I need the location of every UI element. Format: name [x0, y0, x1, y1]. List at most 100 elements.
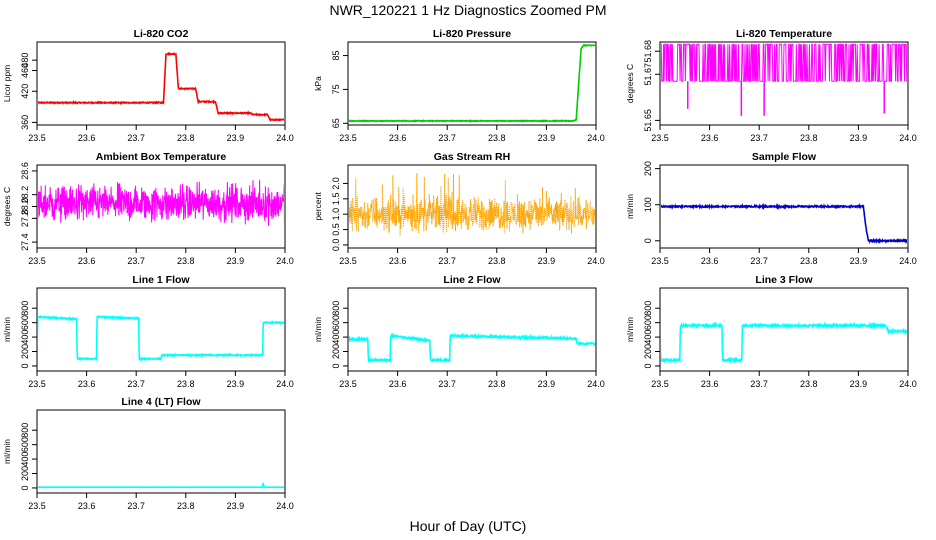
- x-tick-label: 23.7: [127, 501, 145, 511]
- x-tick-label: 23.9: [538, 133, 556, 143]
- panel-title: Li-820 Temperature: [736, 28, 832, 40]
- x-tick-label: 23.7: [127, 379, 145, 389]
- y-tick-label: 460: [20, 63, 30, 78]
- x-tick-label: 24.0: [899, 379, 917, 389]
- y-axis-label: ml/min: [625, 194, 635, 219]
- plot-frame: [659, 287, 909, 372]
- y-tick-label: 800: [331, 301, 341, 316]
- series-line: [349, 172, 595, 237]
- panel-9: Line 3 Flow ml/min 23.5 23.6 23.7 23.8 23.9 24.…: [625, 274, 917, 389]
- panel-title: Line 2 Flow: [443, 274, 501, 286]
- y-axis-label: Licor ppm: [2, 65, 12, 102]
- plot-frame: [347, 164, 597, 249]
- x-tick-label: 24.0: [276, 501, 294, 511]
- panel-1: Li-820 CO2 Licor ppm 23.5 23.6 23.7 23.8 23.9 2…: [2, 28, 294, 143]
- data-layer: [349, 172, 595, 237]
- x-tick-label: 23.5: [651, 256, 669, 266]
- x-tick-label: 23.6: [701, 256, 719, 266]
- x-tick-label: 23.9: [850, 379, 868, 389]
- data-layer: [661, 43, 907, 116]
- y-tick-label: 0: [643, 238, 653, 243]
- x-tick-label: 23.6: [78, 133, 96, 143]
- x-tick-label: 23.9: [227, 256, 245, 266]
- y-tick-label: 51.65: [643, 109, 653, 132]
- y-tick-label: 600: [20, 315, 30, 330]
- x-tick-label: 23.6: [78, 501, 96, 511]
- data-layer: [38, 482, 284, 489]
- y-tick-label: 600: [643, 315, 653, 330]
- x-tick-label: 23.7: [127, 256, 145, 266]
- x-tick-label: 23.6: [389, 379, 407, 389]
- series-line: [38, 314, 284, 362]
- panel-title: Line 3 Flow: [755, 274, 813, 286]
- panel-title: Line 4 (LT) Flow: [121, 396, 201, 408]
- panel-title: Gas Stream RH: [434, 151, 510, 163]
- y-axis-label: ml/min: [2, 439, 12, 464]
- y-tick-label: 200: [20, 344, 30, 359]
- x-tick-label: 24.0: [899, 256, 917, 266]
- x-tick-label: 23.7: [127, 133, 145, 143]
- x-tick-label: 23.7: [750, 256, 768, 266]
- plot-frame: [36, 409, 286, 494]
- x-tick-label: 23.5: [28, 256, 46, 266]
- x-tick-label: 23.7: [750, 379, 768, 389]
- x-tick-label: 23.8: [177, 379, 195, 389]
- x-tick-label: 23.8: [800, 256, 818, 266]
- y-tick-label: 800: [20, 423, 30, 438]
- y-tick-label: 100: [643, 197, 653, 212]
- x-tick-label: 23.9: [227, 501, 245, 511]
- y-tick-label: 0.5: [331, 223, 341, 236]
- x-tick-label: 24.0: [276, 256, 294, 266]
- x-tick-label: 24.0: [276, 379, 294, 389]
- x-tick-label: 24.0: [276, 133, 294, 143]
- plot-frame: [659, 41, 909, 126]
- x-tick-label: 23.6: [389, 256, 407, 266]
- panel-4: Ambient Box Temperature degrees C 23.5 23.6…: [2, 151, 294, 266]
- y-tick-label: 0: [20, 485, 30, 490]
- x-tick-label: 23.5: [651, 379, 669, 389]
- x-tick-label: 23.9: [227, 379, 245, 389]
- y-tick-label: 28.0: [20, 198, 30, 216]
- panel-5: Gas Stream RH percent 23.5 23.6 23.7 23.8 23.9…: [313, 151, 605, 266]
- panel-6: Sample Flow ml/min 23.5 23.6 23.7 23.8 23.9 24.…: [625, 151, 917, 266]
- series-line: [38, 51, 284, 122]
- y-axis-label: degrees C: [625, 64, 635, 103]
- series-line: [38, 482, 284, 489]
- x-tick-label: 23.8: [488, 133, 506, 143]
- x-tick-label: 23.8: [488, 379, 506, 389]
- y-tick-label: 0: [331, 363, 341, 368]
- x-tick-label: 23.7: [438, 379, 456, 389]
- y-tick-label: 400: [331, 330, 341, 345]
- y-axis-label: ml/min: [2, 317, 12, 342]
- panel-title: Li-820 Pressure: [433, 28, 511, 40]
- x-tick-label: 23.6: [78, 256, 96, 266]
- panel-title: Li-820 CO2: [134, 28, 189, 40]
- y-tick-label: 0: [20, 363, 30, 368]
- data-layer: [349, 332, 595, 364]
- y-axis-label: ml/min: [625, 317, 635, 342]
- plot-frame: [659, 164, 909, 249]
- plot-frame: [36, 41, 286, 126]
- y-axis-label: kPa: [313, 76, 323, 91]
- x-tick-label: 23.5: [339, 133, 357, 143]
- y-tick-label: 420: [20, 84, 30, 99]
- x-tick-label: 23.6: [389, 133, 407, 143]
- y-tick-label: 1.0: [331, 208, 341, 221]
- panel-title: Sample Flow: [752, 151, 817, 163]
- x-tick-label: 23.8: [800, 133, 818, 143]
- series-line: [661, 43, 907, 82]
- series-line: [38, 179, 284, 226]
- y-tick-label: 480: [20, 53, 30, 68]
- plot-frame: [347, 287, 597, 372]
- y-tick-label: 51.67: [643, 63, 653, 86]
- y-tick-label: 200: [643, 161, 653, 176]
- data-layer: [661, 321, 907, 364]
- y-tick-label: 2.0: [331, 177, 341, 190]
- data-layer: [349, 43, 595, 123]
- y-tick-label: 1.5: [331, 193, 341, 206]
- x-tick-label: 23.9: [538, 256, 556, 266]
- panel-8: Line 2 Flow ml/min 23.5 23.6 23.7 23.8 23.9 24.…: [313, 274, 605, 389]
- y-tick-label: 200: [331, 344, 341, 359]
- y-tick-label: 600: [20, 437, 30, 452]
